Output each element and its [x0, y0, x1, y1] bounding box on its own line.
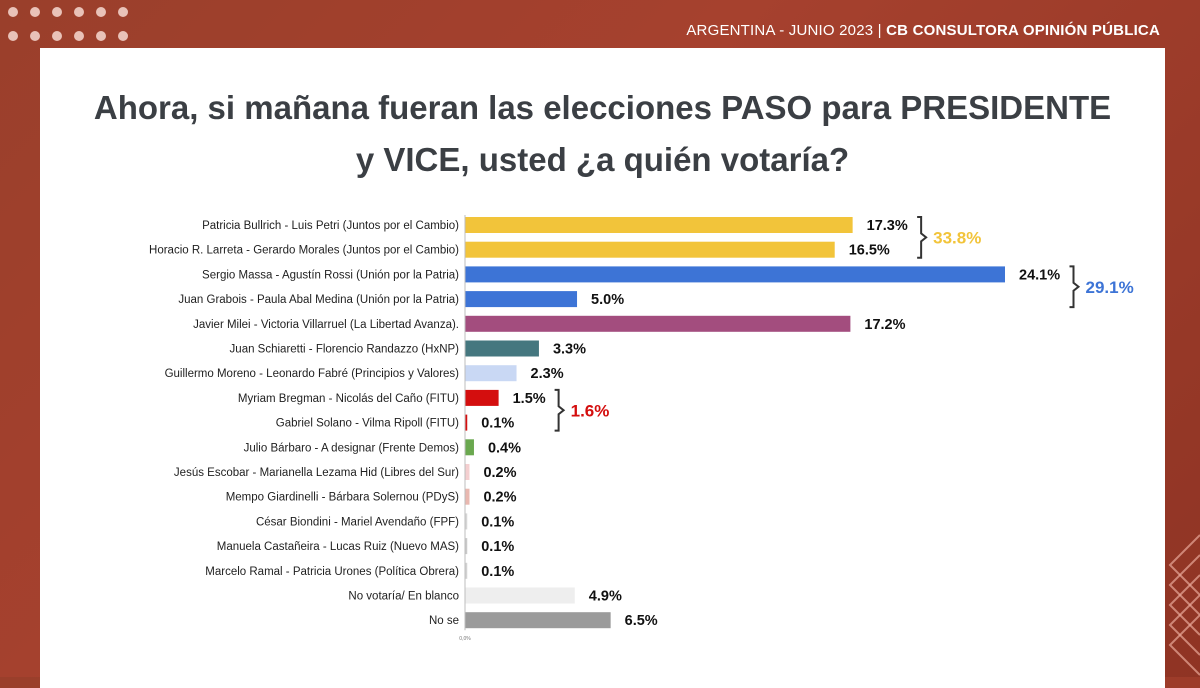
category-label: No se	[429, 615, 459, 627]
value-label: 0.1%	[481, 514, 514, 530]
category-label: Horacio R. Larreta - Gerardo Morales (Ju…	[149, 245, 459, 257]
group-total-label: 29.1%	[1086, 278, 1134, 297]
decor-chevron	[1168, 614, 1200, 676]
category-label: Manuela Castañeira - Lucas Ruiz (Nuevo M…	[217, 541, 459, 553]
bar	[465, 513, 468, 530]
chart-card: Ahora, si mañana fueran las elecciones P…	[40, 48, 1165, 688]
value-label: 24.1%	[1019, 267, 1060, 283]
category-label: Juan Grabois - Paula Abal Medina (Unión …	[178, 294, 459, 306]
bar	[465, 464, 470, 480]
category-label: Myriam Bregman - Nicolás del Caño (FITU)	[238, 393, 459, 405]
decor-dot	[30, 31, 40, 41]
decor-dot	[8, 31, 18, 41]
value-label: 17.3%	[867, 218, 908, 234]
bar	[465, 488, 470, 505]
value-label: 1.5%	[513, 391, 546, 407]
decor-chevron	[1168, 594, 1200, 656]
bar	[465, 562, 468, 579]
value-label: 3.3%	[553, 342, 586, 358]
decor-chevron	[1168, 534, 1200, 596]
bar	[465, 365, 517, 382]
header-banner: ARGENTINA - JUNIO 2023 | CB CONSULTORA O…	[686, 22, 1160, 39]
decor-dot	[118, 7, 128, 17]
decor-dot	[52, 31, 62, 41]
decor-dot	[96, 31, 106, 41]
decor-dot	[118, 31, 128, 41]
category-label: Julio Bárbaro - A designar (Frente Demos…	[244, 442, 460, 454]
group-bracket	[1069, 265, 1081, 309]
value-label: 2.3%	[531, 366, 564, 382]
category-label: Gabriel Solano - Vilma Ripoll (FITU)	[276, 418, 459, 430]
chart-title: Ahora, si mañana fueran las elecciones P…	[40, 82, 1165, 186]
category-label: Patricia Bullrich - Luis Petri (Juntos p…	[202, 220, 459, 232]
category-label: Juan Schiaretti - Florencio Randazzo (Hx…	[230, 344, 460, 356]
value-label: 0.1%	[481, 539, 514, 555]
decor-dot	[96, 7, 106, 17]
bar	[465, 217, 853, 233]
value-label: 5.0%	[591, 292, 624, 308]
decor-chevron	[1168, 554, 1200, 616]
bar	[465, 241, 835, 258]
category-label: Marcelo Ramal - Patricia Urones (Polític…	[205, 566, 459, 578]
group-total-label: 1.6%	[571, 401, 610, 420]
decor-dot	[8, 7, 18, 17]
bar	[465, 389, 499, 406]
category-label: No votaría/ En blanco	[348, 591, 459, 603]
decor-dot	[30, 7, 40, 17]
value-label: 16.5%	[849, 243, 890, 259]
bar	[465, 439, 474, 456]
group-total-label: 33.8%	[933, 228, 981, 247]
decor-dot	[74, 7, 84, 17]
group-bracket	[554, 388, 566, 432]
bar	[465, 414, 468, 431]
decor-dot	[52, 7, 62, 17]
category-label: César Biondini - Mariel Avendaño (FPF)	[256, 516, 459, 528]
bar	[465, 340, 539, 357]
category-label: Mempo Giardinelli - Bárbara Solernou (PD…	[226, 492, 459, 504]
group-bracket	[917, 216, 928, 259]
value-label: 0.1%	[481, 564, 514, 580]
horizontal-bar-chart: Patricia Bullrich - Luis Petri (Juntos p…	[149, 215, 1134, 642]
value-label: 0.1%	[481, 416, 514, 432]
value-label: 0.2%	[483, 465, 516, 481]
category-label: Jesús Escobar - Marianella Lezama Hid (L…	[174, 467, 459, 479]
value-label: 0.4%	[488, 440, 521, 456]
chart-title-line-2: y VICE, usted ¿a quién votaría?	[355, 141, 850, 178]
header-brand: CB CONSULTORA OPINIÓN PÚBLICA	[886, 22, 1160, 39]
header-location-date: ARGENTINA - JUNIO 2023 |	[686, 22, 882, 39]
bar	[465, 538, 468, 555]
bar	[465, 315, 851, 332]
category-label: Guillermo Moreno - Leonardo Fabré (Princ…	[165, 368, 460, 380]
value-label: 17.2%	[864, 317, 905, 333]
bar	[465, 291, 578, 308]
category-label: Sergio Massa - Agustín Rossi (Unión por …	[202, 269, 459, 281]
value-label: 6.5%	[625, 613, 658, 629]
decor-chevron	[1168, 574, 1200, 636]
chart-title-line-1: Ahora, si mañana fueran las elecciones P…	[93, 89, 1112, 126]
decor-dot	[74, 31, 84, 41]
bar	[465, 587, 575, 604]
bar	[465, 612, 611, 629]
value-label: 4.9%	[589, 589, 622, 605]
category-label: Javier Milei - Victoria Villarruel (La L…	[193, 319, 459, 331]
value-label: 0.2%	[483, 490, 516, 506]
bar	[465, 266, 1005, 283]
x-axis-tick-label: 0,0%	[459, 636, 471, 642]
